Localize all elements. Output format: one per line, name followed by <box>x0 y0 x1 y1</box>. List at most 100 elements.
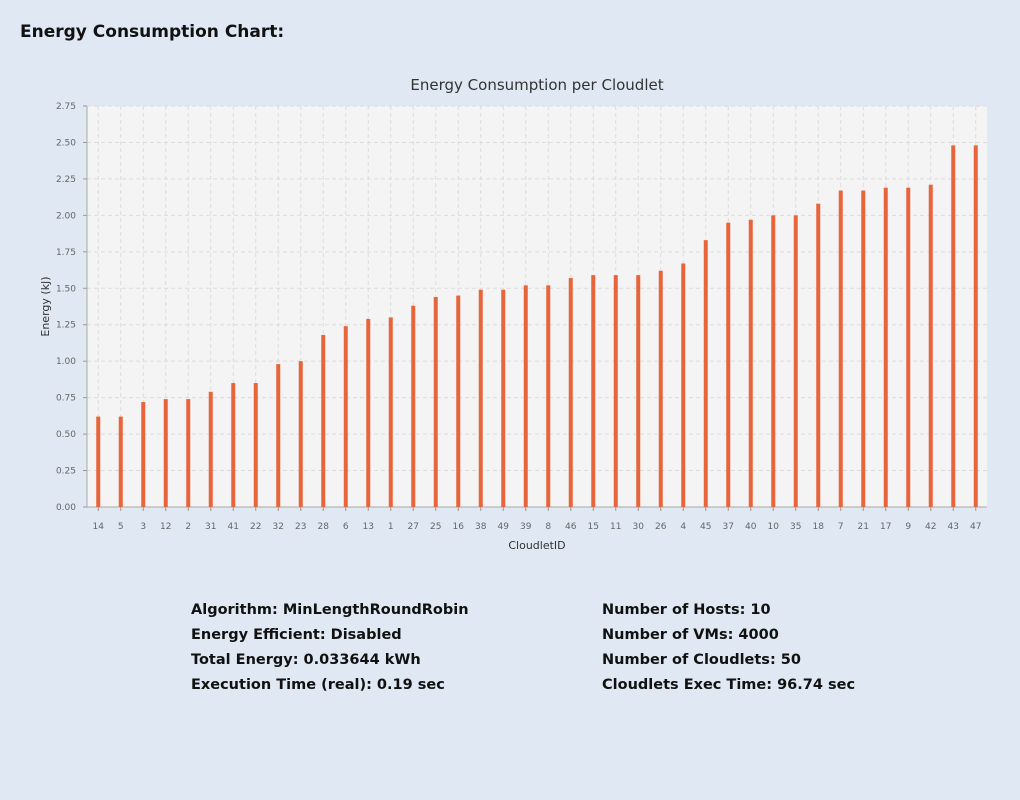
x-tick-label: 45 <box>700 522 711 532</box>
x-tick-label: 37 <box>723 522 734 532</box>
x-tick-label: 1 <box>388 522 394 532</box>
x-tick-label: 27 <box>408 522 419 532</box>
bar-cloudlet-16 <box>456 295 461 507</box>
bar-cloudlet-38 <box>478 289 483 507</box>
bar-cloudlet-26 <box>658 270 663 507</box>
bar-cloudlet-15 <box>591 275 596 507</box>
chart-title: Energy Consumption per Cloudlet <box>410 76 663 94</box>
bar-cloudlet-45 <box>703 240 708 508</box>
x-tick-label: 21 <box>858 522 869 532</box>
bar-cloudlet-21 <box>861 190 866 508</box>
bar-cloudlet-40 <box>748 219 753 508</box>
stat-execution-time: Execution Time (real): 0.19 sec <box>191 677 445 693</box>
bar-cloudlet-32 <box>276 364 281 507</box>
bar-cloudlet-27 <box>411 305 416 507</box>
bar-cloudlet-18 <box>816 203 821 507</box>
x-tick-label: 10 <box>768 522 780 532</box>
stat-total-energy: Total Energy: 0.033644 kWh <box>191 652 421 668</box>
x-tick-label: 49 <box>498 522 510 532</box>
x-tick-label: 42 <box>925 522 936 532</box>
bar-cloudlet-35 <box>793 215 798 507</box>
x-tick-label: 28 <box>318 522 330 532</box>
bar-cloudlet-3 <box>141 402 146 507</box>
bar-cloudlet-5 <box>118 416 123 507</box>
y-tick-label: 2.00 <box>56 211 76 221</box>
bar-cloudlet-7 <box>838 190 843 508</box>
x-tick-label: 32 <box>273 522 284 532</box>
x-tick-label: 43 <box>948 522 959 532</box>
x-tick-label: 35 <box>790 522 801 532</box>
stats-left: Algorithm: MinLengthRoundRobin Energy Ef… <box>191 598 469 698</box>
x-tick-label: 40 <box>745 522 757 532</box>
x-tick-label: 6 <box>343 522 349 532</box>
bar-cloudlet-8 <box>546 285 551 507</box>
bar-cloudlet-10 <box>771 215 776 507</box>
y-tick-label: 1.75 <box>56 248 76 258</box>
x-tick-label: 2 <box>185 522 191 532</box>
bar-cloudlet-6 <box>343 326 348 507</box>
x-tick-label: 12 <box>160 522 171 532</box>
x-tick-label: 25 <box>430 522 441 532</box>
bar-cloudlet-1 <box>388 317 393 507</box>
y-tick-label: 1.50 <box>56 284 76 294</box>
y-tick-label: 1.25 <box>56 321 76 331</box>
x-tick-label: 9 <box>905 522 911 532</box>
bar-cloudlet-31 <box>208 391 213 507</box>
bar-cloudlet-22 <box>253 383 258 507</box>
stat-vms: Number of VMs: 4000 <box>602 627 779 643</box>
x-tick-label: 4 <box>680 522 686 532</box>
x-tick-label: 41 <box>228 522 239 532</box>
bar-cloudlet-14 <box>96 416 101 507</box>
y-tick-label: 2.25 <box>56 175 76 185</box>
bar-cloudlet-23 <box>298 361 303 507</box>
x-tick-label: 5 <box>118 522 124 532</box>
page-title: Energy Consumption Chart: <box>20 22 285 42</box>
x-tick-label: 18 <box>813 522 825 532</box>
x-tick-label: 7 <box>838 522 844 532</box>
stat-algorithm: Algorithm: MinLengthRoundRobin <box>191 602 469 618</box>
bar-cloudlet-46 <box>568 278 573 507</box>
bar-cloudlet-9 <box>906 187 911 507</box>
x-axis-title: CloudletID <box>508 539 565 552</box>
bar-cloudlet-49 <box>501 289 506 507</box>
energy-bar-chart: Energy Consumption per Cloudlet 0.00 0.25 0… <box>39 76 987 552</box>
y-axis-title: Energy (kJ) <box>39 276 52 336</box>
x-tick-label: 30 <box>633 522 645 532</box>
y-tick-label: 0.50 <box>56 430 76 440</box>
bar-cloudlet-25 <box>433 297 438 507</box>
y-tick-label: 0.00 <box>56 503 76 513</box>
x-tick-label: 8 <box>545 522 551 532</box>
x-tick-label: 23 <box>295 522 306 532</box>
bar-cloudlet-47 <box>973 145 978 507</box>
bar-cloudlet-42 <box>928 184 933 507</box>
plot-area <box>87 106 987 507</box>
x-tick-label: 47 <box>970 522 981 532</box>
bar-cloudlet-11 <box>613 275 618 507</box>
bar-cloudlet-43 <box>951 145 956 507</box>
bar-cloudlet-41 <box>231 383 236 507</box>
bar-cloudlet-4 <box>681 263 686 507</box>
x-tick-label: 11 <box>610 522 621 532</box>
x-tick-label: 22 <box>250 522 261 532</box>
bar-cloudlet-37 <box>726 222 731 507</box>
x-tick-label: 46 <box>565 522 577 532</box>
x-tick-label: 16 <box>453 522 465 532</box>
bar-cloudlet-30 <box>636 275 641 507</box>
y-tick-label: 2.50 <box>56 138 76 148</box>
y-tick-label: 2.75 <box>56 102 76 112</box>
bar-cloudlet-17 <box>883 187 888 507</box>
bar-cloudlet-39 <box>523 285 528 507</box>
x-tick-label: 14 <box>93 522 105 532</box>
stat-energy-efficient: Energy Efficient: Disabled <box>191 627 402 643</box>
x-tick-label: 15 <box>588 522 599 532</box>
bar-cloudlet-28 <box>321 334 326 507</box>
y-tick-label: 0.75 <box>56 394 76 404</box>
y-tick-label: 1.00 <box>56 357 76 367</box>
x-tick-label: 39 <box>520 522 532 532</box>
stats-right: Number of Hosts: 10 Number of VMs: 4000 … <box>602 598 855 698</box>
y-tick-label: 0.25 <box>56 467 76 477</box>
stat-cloudlets: Number of Cloudlets: 50 <box>602 652 801 668</box>
x-tick-label: 17 <box>880 522 891 532</box>
stat-hosts: Number of Hosts: 10 <box>602 602 771 618</box>
bar-cloudlet-12 <box>163 399 168 507</box>
